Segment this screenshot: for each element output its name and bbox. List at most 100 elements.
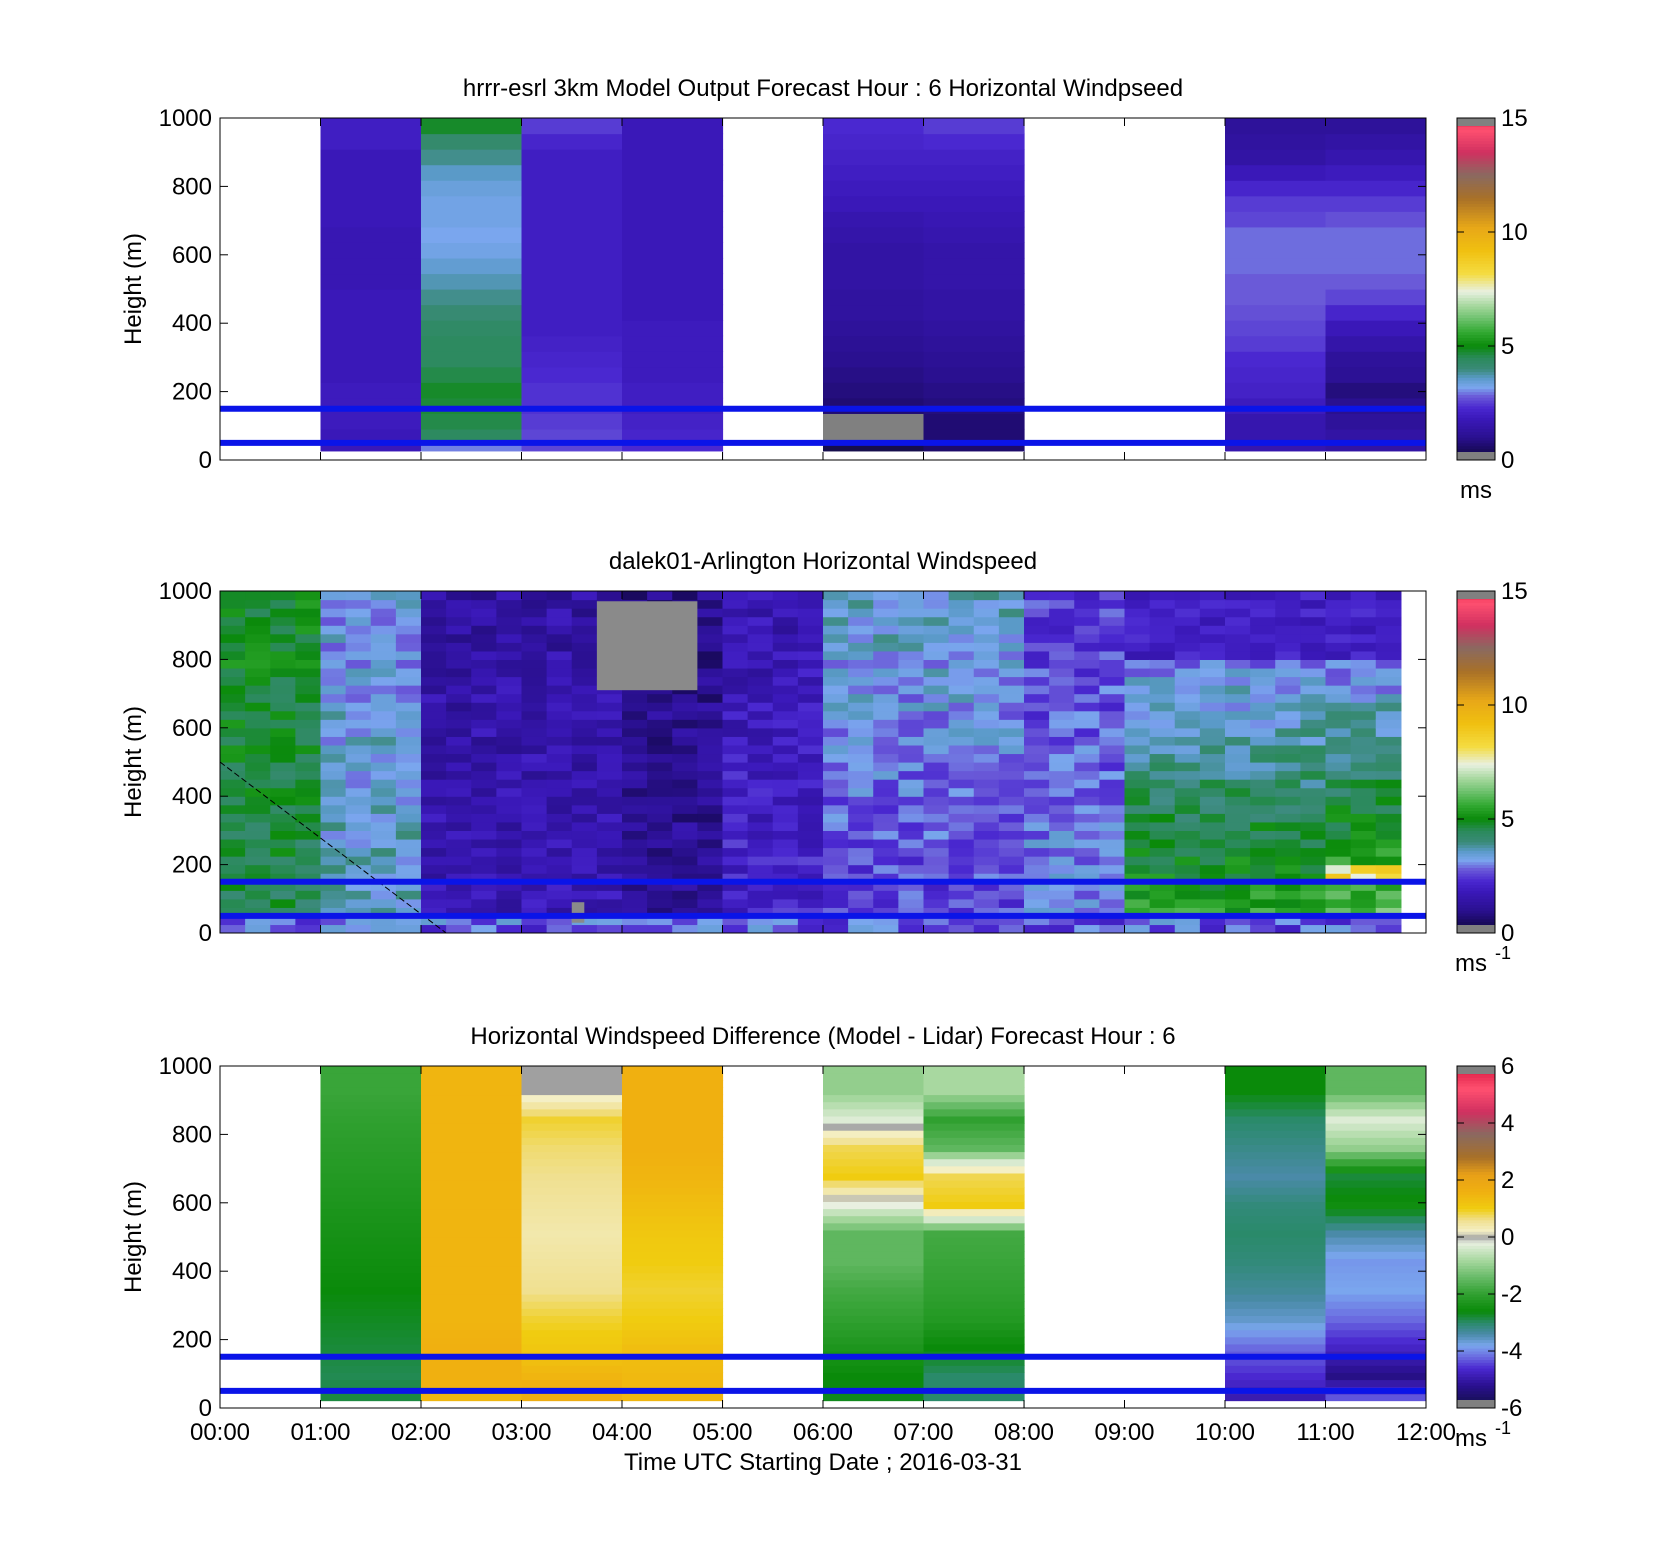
heat-cell — [873, 608, 899, 618]
heat-cell — [1225, 1158, 1327, 1167]
heat-cell — [245, 736, 271, 746]
colorbar-segment — [1457, 126, 1495, 130]
heat-cell — [421, 599, 447, 609]
heat-cell — [1325, 633, 1352, 643]
heat-cell — [1325, 796, 1352, 806]
heat-cell — [421, 242, 523, 259]
heat-cell — [923, 744, 950, 755]
y-tick-label: 200 — [172, 379, 212, 406]
heat-cell — [697, 804, 724, 814]
heat-cell — [421, 719, 447, 729]
heat-cell — [898, 787, 925, 797]
heat-cell — [1300, 770, 1327, 780]
colorbar-segment — [1457, 286, 1495, 290]
heat-cell — [1124, 591, 1151, 601]
heat-cell — [1199, 676, 1226, 686]
heat-cell — [1099, 813, 1126, 823]
heat-cell — [1149, 727, 1176, 737]
heat-cell — [1325, 257, 1426, 275]
heat-cell — [1250, 608, 1276, 618]
heat-cell — [521, 1343, 623, 1352]
heat-cell — [1375, 838, 1402, 849]
heat-cell — [1300, 625, 1327, 635]
heat-cell — [1024, 873, 1050, 883]
colorbar-segment — [1457, 619, 1495, 623]
heat-cell — [270, 727, 296, 737]
heat-cell — [1300, 608, 1327, 618]
colorbar-segment — [1457, 1080, 1495, 1084]
heat-cell — [697, 864, 724, 874]
heat-cell — [672, 890, 698, 900]
colorbar-tick-label: 5 — [1501, 333, 1514, 360]
colorbar-overflow — [1457, 591, 1495, 599]
heat-cell — [823, 1308, 925, 1316]
heat-cell — [446, 625, 472, 635]
heat-cell — [1024, 856, 1050, 866]
heat-cell — [421, 1251, 523, 1259]
heat-cell — [848, 650, 874, 660]
heat-cell — [672, 591, 698, 601]
heat-cell — [622, 821, 648, 831]
heat-cell — [848, 873, 874, 883]
heat-cell — [571, 685, 598, 695]
heat-cell — [295, 608, 322, 618]
heat-cell — [1325, 1151, 1426, 1160]
colorbar-segment — [1457, 368, 1495, 373]
heat-cell — [446, 770, 472, 780]
heat-cell — [622, 702, 648, 712]
heat-cell — [220, 676, 246, 686]
heat-cell — [421, 1080, 523, 1088]
heat-cell — [923, 830, 950, 840]
heat-cell — [521, 736, 548, 746]
heat-cell — [747, 804, 774, 814]
colorbar-segment — [1457, 377, 1495, 381]
heat-cell — [245, 727, 271, 737]
heat-cell — [998, 881, 1025, 891]
heat-cell — [521, 1279, 623, 1288]
heat-cell — [370, 591, 397, 601]
heat-cell — [320, 1180, 422, 1188]
heat-cell — [622, 211, 724, 228]
heat-cell — [923, 915, 950, 926]
heat-cell — [772, 881, 799, 891]
heat-cell — [1199, 924, 1226, 933]
heat-cell — [873, 830, 899, 840]
heat-cell — [421, 1343, 523, 1352]
heat-cell — [421, 1258, 523, 1267]
heat-cell — [797, 762, 824, 772]
heat-cell — [395, 591, 422, 601]
colorbar-segment — [1457, 271, 1495, 276]
colorbar-segment — [1457, 1194, 1495, 1198]
colorbar-tick-label: 15 — [1501, 105, 1528, 132]
heat-cell — [823, 667, 849, 678]
heat-cell — [1375, 599, 1402, 609]
heat-cell — [1275, 736, 1301, 746]
heat-cell — [622, 366, 724, 383]
heat-cell — [1225, 1251, 1327, 1259]
heat-cell — [948, 770, 975, 780]
heat-cell — [1174, 770, 1201, 780]
heat-cell — [571, 702, 598, 712]
heat-cell — [370, 864, 397, 874]
colorbar-segment — [1457, 1083, 1495, 1087]
heat-cell — [1325, 211, 1426, 228]
heat-cell — [1300, 787, 1327, 797]
heat-cell — [823, 1201, 925, 1210]
heat-cell — [546, 719, 573, 729]
colorbar-segment — [1457, 365, 1495, 370]
heat-cell — [446, 608, 472, 618]
heat-cell — [797, 685, 824, 695]
heat-cell — [948, 591, 975, 601]
heat-cell — [923, 676, 950, 686]
heat-cell — [998, 924, 1025, 933]
heat-cell — [697, 898, 724, 908]
heat-cell — [546, 710, 573, 720]
colorbar-segment — [1457, 605, 1495, 609]
heat-cell — [270, 787, 296, 797]
heat-cell — [873, 685, 899, 695]
heat-cell — [1099, 736, 1126, 746]
heat-cell — [320, 907, 347, 917]
heat-cell — [622, 149, 724, 166]
colorbar-segment — [1457, 1165, 1495, 1170]
heat-cell — [722, 907, 749, 917]
